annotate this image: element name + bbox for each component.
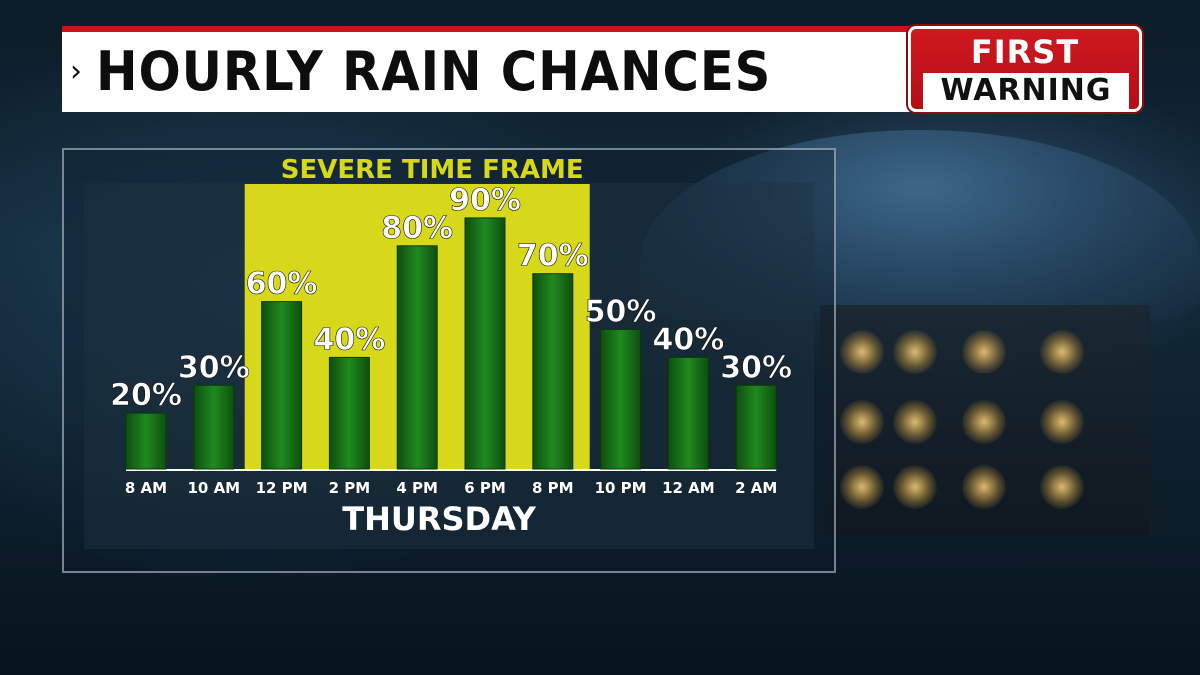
title-bar: › HOURLY RAIN CHANCES <box>62 26 1060 112</box>
lantern-light <box>893 400 937 444</box>
lantern-light <box>840 465 884 509</box>
x-tick-label: 8 AM <box>125 479 167 497</box>
bar-10-am <box>193 384 235 470</box>
lantern-light <box>1040 400 1084 444</box>
lantern-light <box>840 330 884 374</box>
x-tick-label: 4 PM <box>396 479 438 497</box>
x-tick-label: 2 PM <box>329 479 371 497</box>
bar-value-label: 40% <box>313 322 385 357</box>
bar-2-am <box>735 384 777 470</box>
severe-time-frame-label: SEVERE TIME FRAME <box>281 155 584 185</box>
lantern-light <box>962 465 1006 509</box>
bar-value-label: 30% <box>720 350 792 385</box>
x-tick-label: 8 PM <box>532 479 574 497</box>
bar-8-am <box>125 412 167 470</box>
chevron-right-icon: › <box>70 54 82 89</box>
bar-12-pm <box>261 301 303 470</box>
bar-value-label: 40% <box>652 322 724 357</box>
lantern-light <box>962 330 1006 374</box>
bar-value-label: 90% <box>449 183 521 218</box>
bar-value-label: 30% <box>178 350 250 385</box>
bar-4-pm <box>396 245 438 470</box>
x-tick-label: 12 AM <box>662 479 715 497</box>
lantern-light <box>840 400 884 444</box>
x-tick-label: 2 AM <box>735 479 777 497</box>
lantern-light <box>893 465 937 509</box>
x-tick-label: 12 PM <box>256 479 308 497</box>
lantern-light <box>1040 465 1084 509</box>
bar-value-label: 60% <box>246 267 318 302</box>
x-tick-label: 10 PM <box>595 479 647 497</box>
bar-value-label: 70% <box>517 239 589 274</box>
bar-value-label: 80% <box>381 211 453 246</box>
bar-2-pm <box>328 356 370 470</box>
bar-10-pm <box>600 329 642 470</box>
x-axis-label: THURSDAY <box>342 500 537 538</box>
bar-value-label: 50% <box>585 295 657 330</box>
first-warning-logo: FIRST WARNING <box>908 26 1142 112</box>
badge-line-first: FIRST <box>970 33 1080 71</box>
bar-8-pm <box>532 273 574 470</box>
bar-6-pm <box>464 217 506 470</box>
x-tick-label: 10 AM <box>187 479 240 497</box>
page-title: HOURLY RAIN CHANCES <box>96 40 772 103</box>
lantern-light <box>893 330 937 374</box>
bar-value-label: 20% <box>110 378 182 413</box>
bar-12-am <box>667 356 709 470</box>
badge-line-warning: WARNING <box>923 73 1129 109</box>
lantern-light <box>962 400 1006 444</box>
lantern-light <box>1040 330 1084 374</box>
x-tick-label: 6 PM <box>464 479 506 497</box>
